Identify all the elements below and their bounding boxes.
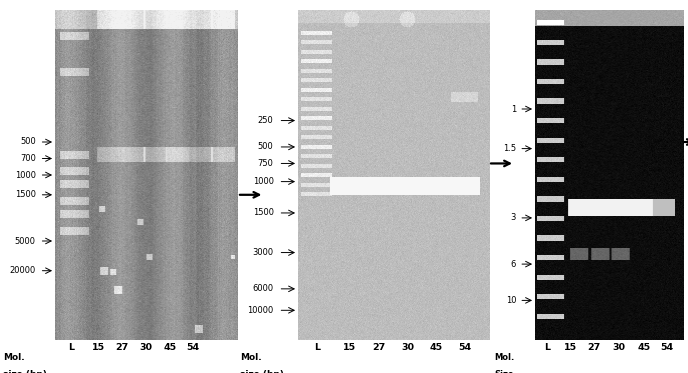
- Text: 1: 1: [511, 104, 516, 113]
- Text: 45: 45: [430, 342, 443, 351]
- Text: Size: Size: [495, 370, 514, 373]
- Text: 30: 30: [401, 342, 414, 351]
- Text: 500: 500: [20, 138, 36, 147]
- Text: 30: 30: [613, 342, 626, 351]
- Text: Mol.: Mol.: [3, 353, 24, 362]
- Text: 1500: 1500: [14, 190, 36, 199]
- Text: L: L: [68, 342, 74, 351]
- Text: size (bp): size (bp): [3, 370, 47, 373]
- Text: 500: 500: [258, 142, 274, 151]
- Text: 30: 30: [140, 342, 153, 351]
- Text: 54: 54: [660, 342, 674, 351]
- Text: 10000: 10000: [248, 306, 274, 315]
- Text: Mol.: Mol.: [240, 353, 261, 362]
- Text: 250: 250: [258, 116, 274, 125]
- Text: L: L: [544, 342, 550, 351]
- Text: Mol.: Mol.: [495, 353, 515, 362]
- Text: 3000: 3000: [252, 248, 274, 257]
- Text: size (bp): size (bp): [240, 370, 284, 373]
- Text: 54: 54: [186, 342, 200, 351]
- Text: 700: 700: [20, 154, 36, 163]
- Text: 10: 10: [506, 296, 516, 305]
- Text: 6000: 6000: [252, 284, 274, 293]
- Text: 45: 45: [163, 342, 176, 351]
- Text: L: L: [314, 342, 320, 351]
- Text: 15: 15: [564, 342, 577, 351]
- Text: 27: 27: [372, 342, 385, 351]
- Text: 15: 15: [92, 342, 105, 351]
- Text: 20000: 20000: [10, 266, 36, 275]
- Text: 27: 27: [588, 342, 601, 351]
- Text: 45: 45: [638, 342, 651, 351]
- Text: 1000: 1000: [14, 170, 36, 179]
- Text: 3: 3: [510, 213, 516, 222]
- Text: 54: 54: [458, 342, 471, 351]
- Text: 750: 750: [258, 159, 274, 168]
- Text: 27: 27: [116, 342, 129, 351]
- Text: 1500: 1500: [252, 209, 274, 217]
- Text: 6: 6: [510, 260, 516, 269]
- Text: 15: 15: [343, 342, 356, 351]
- Text: 5000: 5000: [14, 236, 36, 245]
- Text: 1000: 1000: [252, 177, 274, 186]
- Text: 1.5: 1.5: [503, 144, 516, 153]
